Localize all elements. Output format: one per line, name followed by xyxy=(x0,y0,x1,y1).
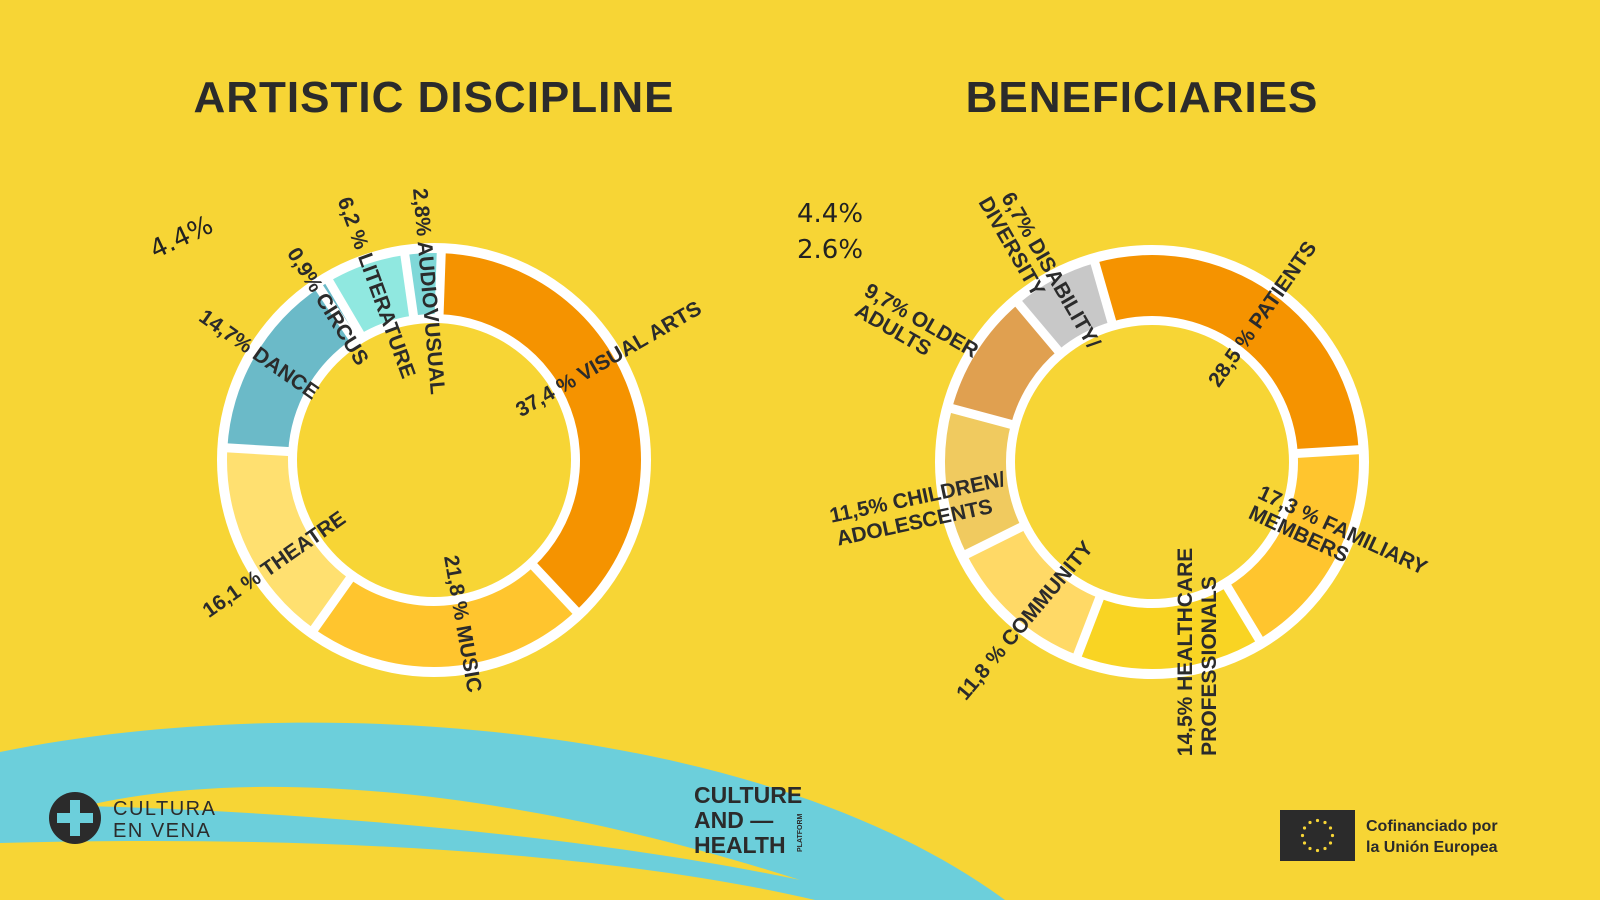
star-icon xyxy=(1302,826,1307,830)
chart-title-artistic: ARTISTIC DISCIPLINE xyxy=(193,73,674,122)
logo-text: Cofinanciado por xyxy=(1366,818,1498,835)
star-icon xyxy=(1323,820,1327,825)
chart-title-beneficiaries: BENEFICIARIES xyxy=(966,73,1319,122)
bottom-strip xyxy=(0,900,1600,908)
label-healthcare-line2: PROFESSIONALS xyxy=(1198,576,1221,756)
label-healthcare-line1: 14,5% HEALTHCARE xyxy=(1174,548,1197,756)
star-icon xyxy=(1300,833,1305,838)
star-icon xyxy=(1315,848,1320,853)
donut-segment-older-adults xyxy=(952,303,1058,425)
star-icon xyxy=(1308,820,1312,825)
segment-separator xyxy=(1293,444,1365,459)
eu-flag-icon xyxy=(1280,810,1355,861)
star-icon xyxy=(1302,841,1307,845)
star-icon xyxy=(1328,826,1333,830)
logo-text: HEALTH xyxy=(694,832,786,858)
star-icon xyxy=(1328,841,1333,845)
logo-cultura-en-vena: CULTURA EN VENA xyxy=(49,792,216,844)
stray-label: 2.6% xyxy=(797,235,863,265)
segment-separator xyxy=(1088,256,1118,327)
donut-segment-familiary-members xyxy=(1227,449,1359,640)
plus-icon-bar xyxy=(57,813,93,823)
segment-separator xyxy=(322,274,366,340)
donut-segment-dance xyxy=(227,287,354,452)
star-icon xyxy=(1330,833,1335,838)
segment-separator xyxy=(1011,296,1064,357)
star-icon xyxy=(1308,846,1312,851)
donut-segment-patients xyxy=(1094,255,1359,454)
segment-separator xyxy=(959,521,1027,561)
donut-artistic-discipline xyxy=(217,243,651,677)
logo-text: PLATFORM xyxy=(797,813,804,852)
logo-eu: Cofinanciado por la Unión Europea xyxy=(1280,810,1498,861)
segment-separator xyxy=(1071,592,1106,663)
segment-separator xyxy=(221,443,293,457)
logo-culture-and-health: CULTURE AND — HEALTH PLATFORM xyxy=(694,782,804,858)
segment-separator xyxy=(1221,581,1266,647)
logo-text: CULTURA xyxy=(113,798,216,820)
donut-segment-music xyxy=(314,566,576,667)
label-healthcare: 14,5% HEALTHCARE PROFESSIONALS xyxy=(1174,548,1221,756)
segment-separator xyxy=(945,402,1016,430)
segment-separator xyxy=(307,573,356,637)
donut-hole xyxy=(297,323,571,597)
stray-label: 4.4% xyxy=(145,210,218,265)
logo-text: AND — xyxy=(694,807,773,833)
logo-text: CULTURE xyxy=(694,782,802,808)
donut-segment-theatre xyxy=(226,447,350,629)
segment-separator xyxy=(527,560,584,619)
donut-segment-community xyxy=(966,527,1100,656)
logo-text: la Unión Europea xyxy=(1366,839,1498,856)
segment-separator xyxy=(312,280,360,345)
donut-segment-visual-arts xyxy=(439,253,641,611)
logo-text: EN VENA xyxy=(113,820,211,842)
star-icon xyxy=(1315,818,1320,823)
donut-hole xyxy=(1015,325,1289,599)
swoosh-stripe xyxy=(85,786,800,880)
donut-beneficiaries xyxy=(935,245,1369,679)
donut-segment-healthcare-professionals xyxy=(1077,586,1259,669)
segment-separator xyxy=(434,246,446,319)
segment-separator xyxy=(399,248,419,321)
stray-label: 4.4% xyxy=(797,199,863,229)
donut-segment-children-adolescents xyxy=(944,408,1022,555)
star-icon xyxy=(1323,846,1327,851)
